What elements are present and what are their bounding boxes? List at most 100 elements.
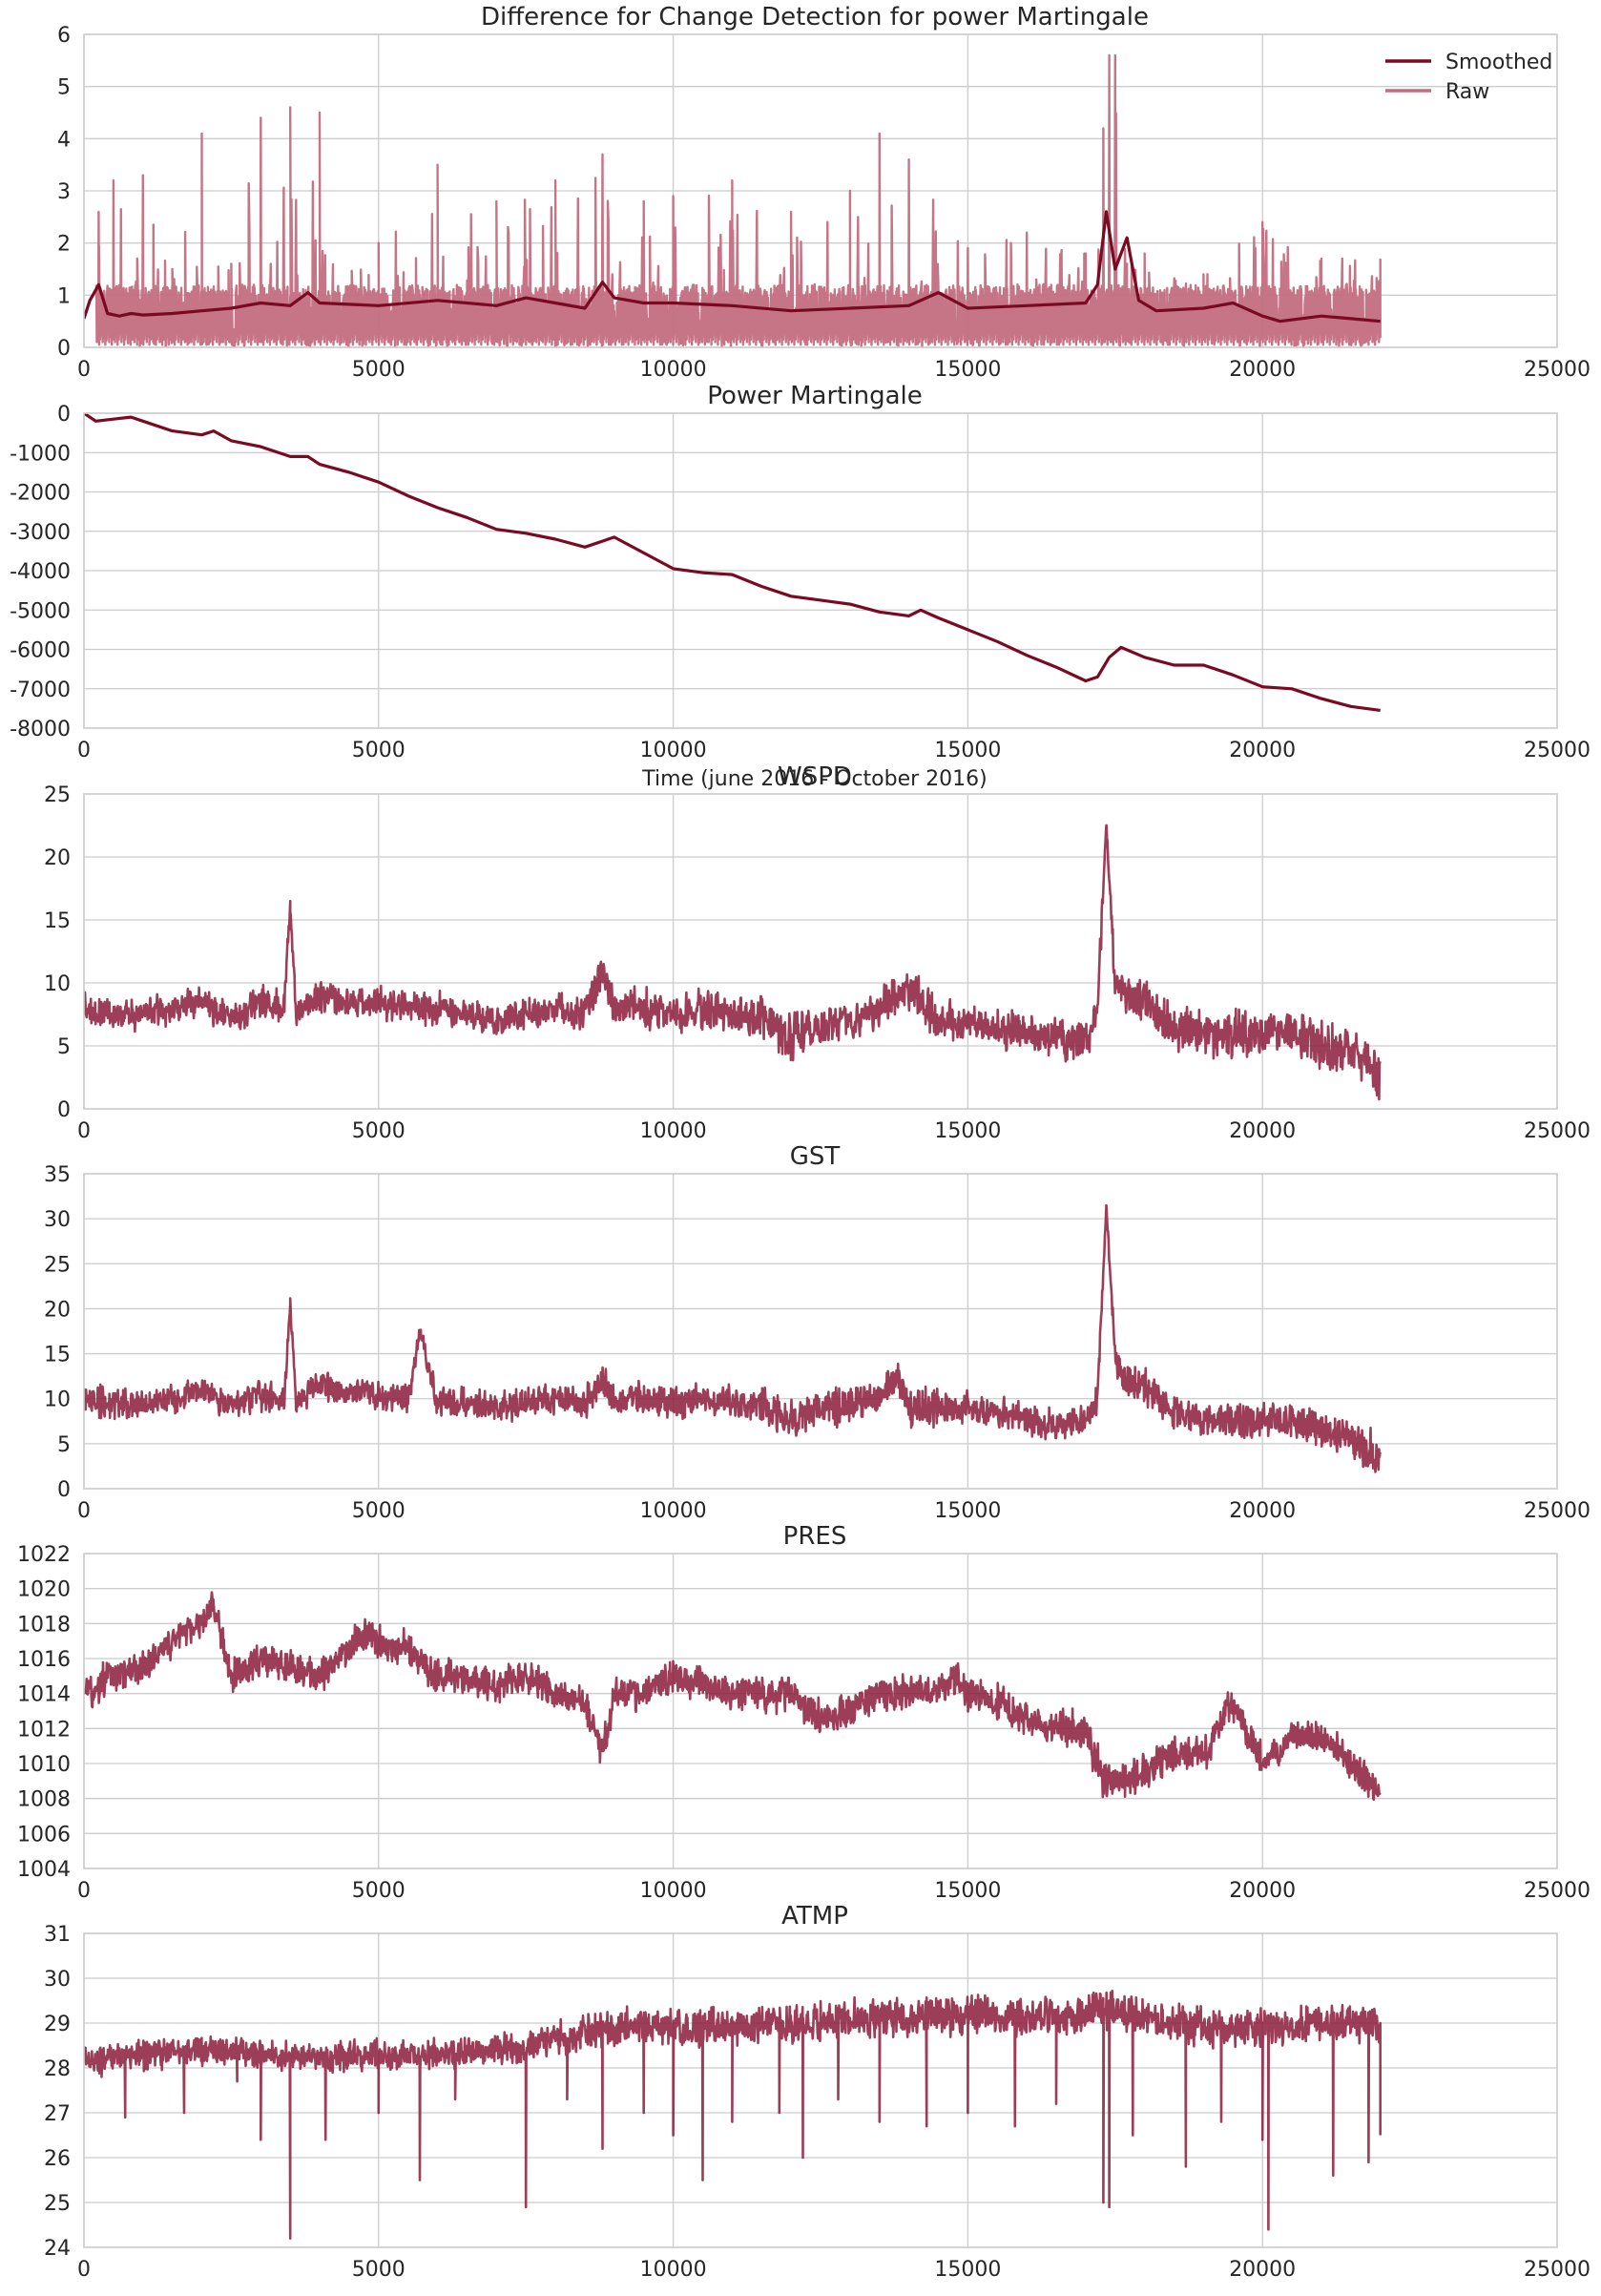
y-tick-label: 1022 xyxy=(17,1543,71,1567)
plot-frame xyxy=(83,1932,1558,2248)
y-tick-label: 1016 xyxy=(17,1648,71,1672)
chart-panel-4: 0 5000 10000 15000 20000 25000 0 5 10 15 20 25 30 35 G… xyxy=(44,1142,1591,1523)
y-tick-label: 1006 xyxy=(17,1823,71,1847)
y-tick-label: -1000 xyxy=(10,442,71,466)
y-tick-label: 5 xyxy=(57,1035,71,1059)
y-tick-label: -7000 xyxy=(10,678,71,702)
legend: Smoothed Raw xyxy=(1385,51,1552,104)
series-group xyxy=(84,1203,1382,1473)
y-tick-label: 25 xyxy=(44,2192,71,2216)
x-tick-label: 0 xyxy=(77,739,91,762)
series-line xyxy=(84,1203,1382,1473)
x-tick-label: 5000 xyxy=(352,2258,405,2282)
y-tick-label: 1004 xyxy=(17,1858,71,1882)
y-tick-label: 15 xyxy=(44,909,71,933)
chart-panel-3: 0 5000 10000 15000 20000 25000 0 5 10 15 20 25 WSPD xyxy=(44,762,1591,1143)
x-tick-label: 15000 xyxy=(934,1119,1001,1143)
x-tick-label: 10000 xyxy=(640,1879,707,1903)
x-tick-label: 0 xyxy=(77,1119,91,1143)
x-tick-label: 25000 xyxy=(1524,358,1591,382)
x-tick-label: 0 xyxy=(77,1499,91,1523)
y-tick-label: 25 xyxy=(44,783,71,807)
y-tick-label: 26 xyxy=(44,2147,71,2171)
y-tick-label: -6000 xyxy=(10,639,71,663)
y-tick-label: 1014 xyxy=(17,1683,71,1707)
y-tick-label: 1020 xyxy=(17,1578,71,1602)
x-tick-label: 25000 xyxy=(1524,739,1591,762)
y-tick-label: 25 xyxy=(44,1253,71,1277)
x-tick-label: 20000 xyxy=(1229,2258,1296,2282)
x-tick-label: 25000 xyxy=(1524,1499,1591,1523)
plot-frame xyxy=(83,412,1558,729)
x-tick-label: 10000 xyxy=(640,358,707,382)
y-tick-label: 29 xyxy=(44,2013,71,2036)
y-tick-label: -4000 xyxy=(10,560,71,584)
y-tick-label: 10 xyxy=(44,972,71,996)
series-group xyxy=(84,1591,1382,1802)
chart-title: Difference for Change Detection for powe… xyxy=(481,3,1149,31)
y-tick-label: 5 xyxy=(57,76,71,100)
legend-label-smoothed: Smoothed xyxy=(1445,51,1552,74)
x-tick-label: 25000 xyxy=(1524,1119,1591,1143)
x-tick-label: 15000 xyxy=(934,2258,1001,2282)
chart-title: PRES xyxy=(783,1522,847,1551)
x-tick-label: 25000 xyxy=(1524,2258,1591,2282)
y-tick-label: 6 xyxy=(57,24,71,48)
series-line-raw xyxy=(94,53,1382,347)
y-tick-label: 2 xyxy=(57,233,71,257)
x-tick-label: 10000 xyxy=(640,1499,707,1523)
y-tick-label: 28 xyxy=(44,2057,71,2081)
series-group xyxy=(84,824,1382,1101)
y-tick-label: 35 xyxy=(44,1163,71,1187)
x-tick-label: 10000 xyxy=(640,1119,707,1143)
y-tick-label: -2000 xyxy=(10,482,71,506)
y-tick-label: 15 xyxy=(44,1344,71,1367)
x-tick-label: 15000 xyxy=(934,1499,1001,1523)
x-tick-label: 20000 xyxy=(1229,1119,1296,1143)
series-group xyxy=(84,413,1381,712)
legend-label-raw: Raw xyxy=(1445,80,1489,104)
x-tick-label: 0 xyxy=(77,2258,91,2282)
y-tick-label: -8000 xyxy=(10,718,71,741)
x-tick-label: 20000 xyxy=(1229,1879,1296,1903)
y-tick-label: 31 xyxy=(44,1923,71,1947)
plot-frame xyxy=(83,1553,1558,1869)
series-line xyxy=(84,1989,1382,2240)
y-tick-label: 0 xyxy=(57,337,71,361)
y-tick-label: 0 xyxy=(57,1098,71,1122)
x-tick-label: 5000 xyxy=(352,1879,405,1903)
chart-panel-1: 0 5000 10000 15000 20000 25000 0 1 2 3 4 5 6 Differen… xyxy=(57,3,1591,382)
x-tick-label: 20000 xyxy=(1229,358,1296,382)
y-tick-label: 0 xyxy=(57,403,71,427)
y-tick-label: 1010 xyxy=(17,1753,71,1777)
x-tick-label: 5000 xyxy=(352,739,405,762)
y-tick-label: 1012 xyxy=(17,1718,71,1742)
chart-title: GST xyxy=(790,1142,841,1171)
y-tick-label: 1018 xyxy=(17,1613,71,1637)
series-line xyxy=(84,413,1381,712)
y-tick-label: 20 xyxy=(44,846,71,870)
y-tick-label: 3 xyxy=(57,180,71,204)
x-tick-label: 15000 xyxy=(934,1879,1001,1903)
series-group xyxy=(84,53,1382,347)
y-tick-label: 27 xyxy=(44,2102,71,2126)
y-tick-label: 24 xyxy=(44,2237,71,2261)
x-tick-label: 0 xyxy=(77,1879,91,1903)
y-tick-label: 20 xyxy=(44,1298,71,1322)
y-tick-label: 1008 xyxy=(17,1788,71,1812)
chart-title: Power Martingale xyxy=(707,382,922,410)
chart-panel-6: 0 5000 10000 15000 20000 25000 24 25 26 27 28 29 30 3… xyxy=(44,1902,1591,2282)
y-tick-label: 1 xyxy=(57,284,71,308)
y-tick-label: -3000 xyxy=(10,521,71,545)
chart-panel-2: 0 5000 10000 15000 20000 25000 -8000 -7000 -6000… xyxy=(10,382,1591,791)
x-tick-label: 5000 xyxy=(352,1499,405,1523)
y-tick-label: 30 xyxy=(44,1208,71,1232)
y-tick-label: 30 xyxy=(44,1968,71,1992)
plot-frame xyxy=(83,1173,1558,1490)
series-line-smoothed xyxy=(84,210,1381,324)
y-tick-label: -5000 xyxy=(10,599,71,623)
x-tick-label: 5000 xyxy=(352,358,405,382)
series-group xyxy=(84,1989,1382,2240)
x-tick-label: 20000 xyxy=(1229,739,1296,762)
x-tick-label: 20000 xyxy=(1229,1499,1296,1523)
